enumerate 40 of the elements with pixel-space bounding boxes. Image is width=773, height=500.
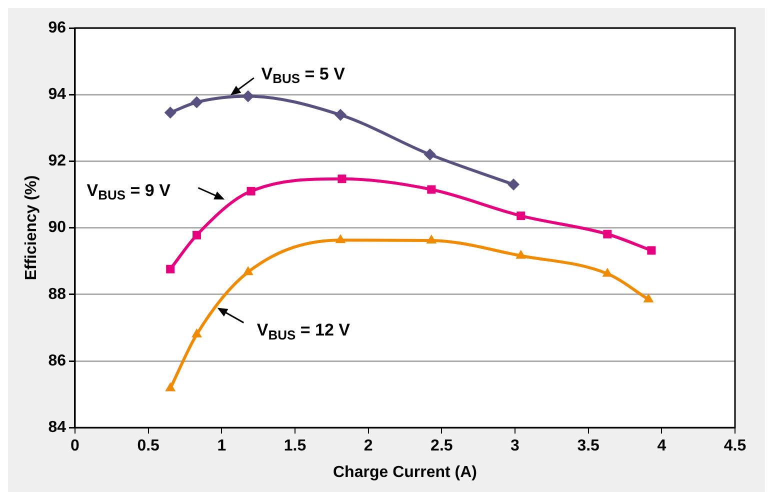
point xyxy=(427,185,436,194)
point xyxy=(164,106,176,119)
point xyxy=(508,178,520,191)
x-tick-label: 3 xyxy=(510,438,520,455)
point xyxy=(426,234,437,244)
point xyxy=(643,293,654,302)
x-tick-label: 2 xyxy=(364,438,373,455)
y-tick-label: 96 xyxy=(48,19,66,36)
point xyxy=(338,174,346,184)
x-tick-label: 4.5 xyxy=(724,438,746,455)
y-tick-label: 94 xyxy=(48,86,66,104)
point xyxy=(246,186,256,196)
point xyxy=(603,230,612,238)
x-tick-label: 3.5 xyxy=(577,438,600,455)
y-tick-label: 86 xyxy=(48,352,66,370)
x-tick-label: 4 xyxy=(657,438,666,455)
point xyxy=(242,90,254,102)
point xyxy=(166,264,175,274)
y-axis-title: Efficiency (%) xyxy=(23,175,40,280)
x-tick-label: 0.5 xyxy=(137,438,160,455)
y-tick-label: 88 xyxy=(48,286,66,303)
point xyxy=(424,148,436,161)
y-tick-label: 90 xyxy=(48,219,66,236)
point xyxy=(192,230,201,240)
point xyxy=(647,246,656,255)
x-tick-label: 1 xyxy=(217,438,226,455)
point xyxy=(516,212,526,220)
point xyxy=(165,382,176,392)
point xyxy=(192,328,202,338)
x-axis-title: Charge Current (A) xyxy=(332,464,478,481)
point xyxy=(242,266,254,276)
y-tick-label: 92 xyxy=(48,152,66,170)
x-tick-label: 1.5 xyxy=(284,438,306,455)
point xyxy=(516,250,526,259)
y-tick-label: 84 xyxy=(48,419,66,436)
point xyxy=(190,96,203,108)
x-tick-label: 2.5 xyxy=(430,438,453,455)
point xyxy=(334,108,346,121)
x-tick-label: 0 xyxy=(70,438,80,455)
point xyxy=(335,234,346,244)
